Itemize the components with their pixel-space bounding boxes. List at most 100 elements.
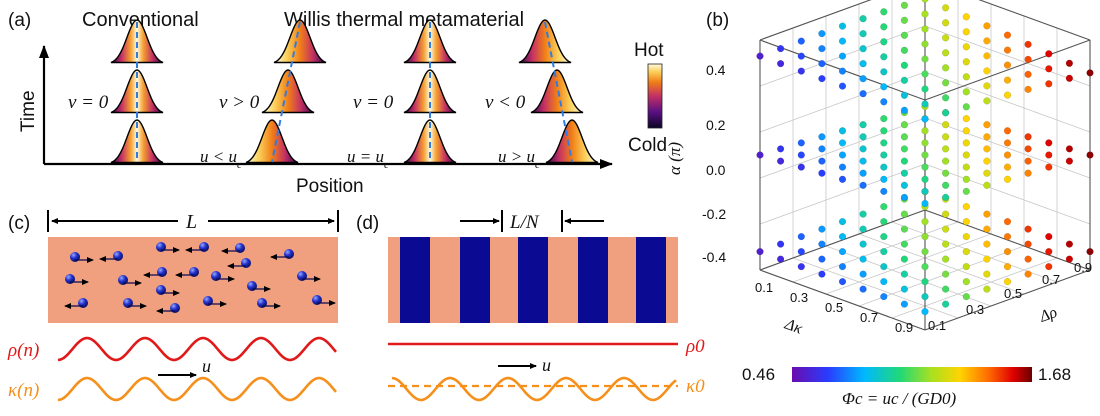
panel-b-label: (b) bbox=[706, 10, 729, 31]
pulse-shape bbox=[261, 69, 315, 114]
sphere-201 bbox=[962, 278, 970, 286]
sphere-181 bbox=[859, 270, 867, 278]
sphere-78 bbox=[838, 37, 847, 45]
sphere-106 bbox=[1024, 55, 1032, 64]
u-label-d: u bbox=[542, 355, 551, 375]
pulse-shape bbox=[245, 119, 299, 164]
sphere-46 bbox=[859, 225, 867, 233]
sphere-111 bbox=[880, 248, 888, 256]
particles bbox=[64, 242, 336, 314]
particle-4 bbox=[227, 258, 251, 269]
sphere-138 bbox=[900, 255, 909, 263]
sphere-198 bbox=[838, 278, 847, 286]
position-axis-label: Position bbox=[296, 176, 364, 197]
wall-grid-z2 bbox=[924, 71, 1091, 133]
sphere-107 bbox=[1065, 59, 1074, 67]
cube-edge-6 bbox=[924, 39, 1091, 101]
sphere-173 bbox=[797, 67, 805, 75]
panel-d-label: (d) bbox=[356, 213, 379, 234]
sphere-47 bbox=[900, 225, 909, 233]
sphere-9 bbox=[880, 203, 888, 211]
wall-grid-z1 bbox=[759, 71, 926, 133]
heat-pulse-3-0 bbox=[518, 19, 572, 64]
floor-grid-u bbox=[825, 233, 992, 295]
sphere-37 bbox=[921, 127, 929, 135]
sphere-187 bbox=[859, 169, 867, 177]
sphere-95 bbox=[900, 145, 909, 153]
sphere-235 bbox=[941, 300, 950, 308]
panel-d: (d) L/N ρ0 κ0 u bbox=[356, 210, 705, 402]
sphere-148 bbox=[983, 157, 991, 165]
sphere-73 bbox=[921, 139, 929, 147]
particle-20 bbox=[221, 243, 245, 254]
sphere-179 bbox=[1045, 80, 1053, 88]
sphere-21 bbox=[983, 210, 991, 218]
sphere-238 bbox=[900, 106, 909, 114]
navy-layer-4 bbox=[636, 237, 666, 323]
sphere-208 bbox=[838, 82, 847, 90]
wall-grid-z2 bbox=[924, 117, 1091, 179]
heat-pulse-3-2 bbox=[545, 119, 599, 164]
sphere-140 bbox=[983, 255, 991, 263]
kappa0-label: κ0 bbox=[686, 376, 705, 397]
sphere-51 bbox=[818, 133, 826, 141]
sphere-layers bbox=[756, 0, 1094, 316]
sphere-77 bbox=[797, 37, 805, 45]
pulse-shape bbox=[403, 19, 457, 64]
particle-16 bbox=[257, 298, 281, 309]
heat-pulse-2-0 bbox=[403, 19, 457, 64]
sphere-202 bbox=[1003, 278, 1012, 286]
sphere-175 bbox=[880, 68, 888, 76]
sphere-149 bbox=[1024, 157, 1032, 165]
sphere-116 bbox=[1086, 248, 1094, 256]
sphere-146 bbox=[900, 157, 909, 165]
heat-pulse-2-1 bbox=[403, 69, 457, 114]
sphere-164 bbox=[1003, 263, 1012, 271]
heat-pulse-0-0 bbox=[110, 19, 164, 64]
sphere-18 bbox=[859, 210, 867, 218]
sphere-59 bbox=[900, 31, 909, 39]
sphere-91 bbox=[1065, 240, 1074, 248]
sphere-118 bbox=[797, 151, 805, 159]
length-label: L bbox=[185, 211, 197, 233]
v-label-4: v < 0 bbox=[485, 92, 526, 113]
sphere-86 bbox=[859, 240, 867, 248]
particle-11 bbox=[297, 271, 321, 282]
sphere-225 bbox=[880, 293, 888, 301]
sphere-50 bbox=[1024, 225, 1032, 233]
particle-17 bbox=[312, 295, 336, 306]
sphere-62 bbox=[1024, 40, 1032, 49]
particle-0 bbox=[70, 252, 94, 263]
wall-grid-z1 bbox=[759, 163, 926, 225]
sphere-60 bbox=[941, 34, 950, 42]
sphere-217 bbox=[859, 181, 867, 189]
kappa-wave bbox=[57, 376, 337, 402]
particle-8 bbox=[143, 267, 167, 278]
sphere-92 bbox=[776, 145, 785, 153]
sphere-52 bbox=[859, 133, 867, 141]
kappa-d-wave bbox=[391, 376, 677, 402]
sphere-94 bbox=[859, 145, 867, 153]
sphere-42 bbox=[921, 25, 929, 33]
particle-1 bbox=[99, 251, 123, 262]
u-label-c: u bbox=[202, 356, 211, 376]
sphere-171 bbox=[1003, 163, 1012, 171]
panel-b: (b) 0.4 0.2 0.0 -0.2 -0.4 α (π) 0.1 0.3 … bbox=[665, 0, 1094, 408]
sphere-48 bbox=[941, 225, 950, 233]
sphere-177 bbox=[962, 73, 970, 81]
sphere-67 bbox=[962, 233, 970, 241]
sphere-161 bbox=[880, 263, 888, 271]
sphere-7 bbox=[900, 1, 909, 9]
particle-7 bbox=[118, 275, 142, 286]
sphere-16 bbox=[921, 10, 929, 18]
sphere-160 bbox=[838, 263, 847, 271]
v-label-3: v = 0 bbox=[353, 92, 394, 113]
sphere-117 bbox=[756, 151, 764, 159]
x-tick-5: 0.9 bbox=[895, 320, 913, 335]
sphere-192 bbox=[818, 74, 826, 83]
sphere-234 bbox=[900, 300, 909, 308]
sphere-102 bbox=[859, 45, 867, 53]
sphere-141 bbox=[1024, 255, 1032, 263]
sphere-139 bbox=[941, 255, 950, 263]
sphere-134 bbox=[1086, 69, 1094, 77]
